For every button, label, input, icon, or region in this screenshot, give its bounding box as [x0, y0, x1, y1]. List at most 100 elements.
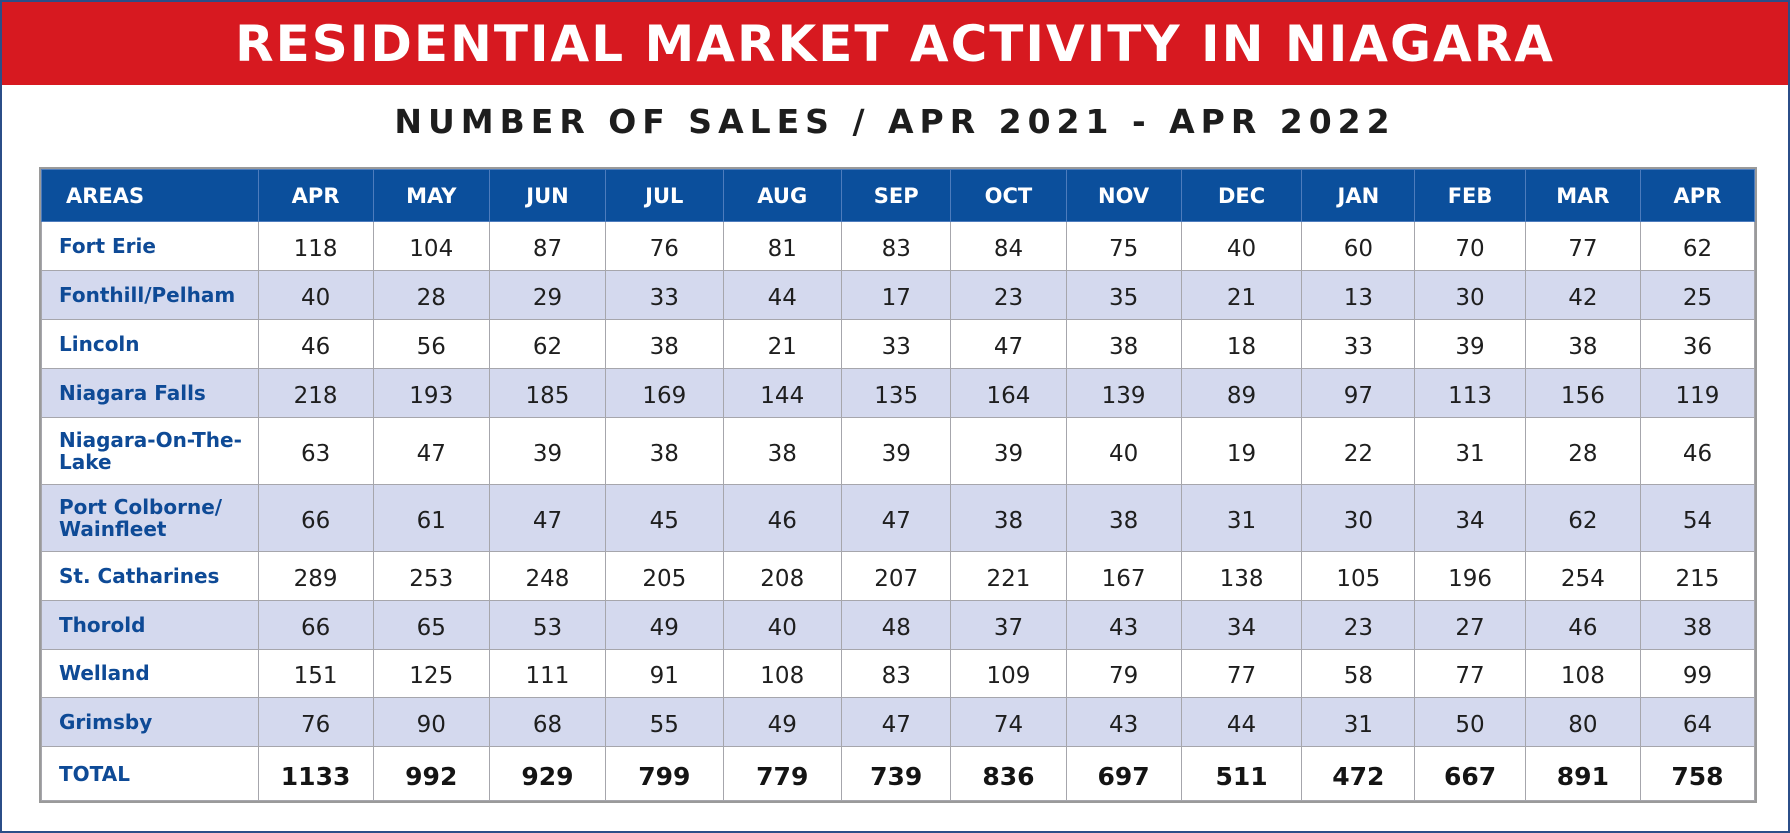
area-label: Port Colborne/ Wainfleet	[41, 483, 259, 552]
sales-value-cell: 38	[722, 416, 843, 485]
sales-value-cell: 511	[1180, 746, 1303, 801]
sales-value-cell: 46	[1639, 416, 1756, 485]
sales-value-cell: 39	[488, 416, 607, 485]
sales-value-cell: 99	[1639, 648, 1756, 699]
sales-value-cell: 992	[372, 746, 490, 801]
sales-value-cell: 62	[1639, 221, 1756, 271]
sales-value-cell: 53	[488, 599, 607, 650]
sales-value-cell: 89	[1180, 367, 1303, 418]
sales-value-cell: 62	[488, 318, 607, 369]
column-header-sep-5: SEP	[841, 169, 952, 222]
column-header-apr-12: APR	[1639, 169, 1756, 222]
sales-value-cell: 19	[1180, 416, 1303, 485]
sales-value-cell: 167	[1065, 550, 1182, 601]
sales-value-cell: 46	[1524, 599, 1641, 650]
sales-value-cell: 108	[1524, 648, 1641, 699]
sales-value-cell: 111	[488, 648, 607, 699]
sales-value-cell: 34	[1414, 483, 1526, 552]
sales-value-cell: 27	[1414, 599, 1526, 650]
sales-value-cell: 48	[841, 599, 952, 650]
sales-value-cell: 63	[257, 416, 374, 485]
sales-value-cell: 253	[372, 550, 490, 601]
sales-value-cell: 54	[1639, 483, 1756, 552]
sales-value-cell: 62	[1524, 483, 1641, 552]
sales-value-cell: 64	[1639, 697, 1756, 748]
sales-value-cell: 144	[722, 367, 843, 418]
area-label: TOTAL	[41, 746, 259, 801]
sales-value-cell: 125	[372, 648, 490, 699]
area-label: Welland	[41, 648, 259, 699]
sales-value-cell: 667	[1414, 746, 1526, 801]
sales-value-cell: 75	[1065, 221, 1182, 271]
area-label: Grimsby	[41, 697, 259, 748]
sales-value-cell: 58	[1301, 648, 1416, 699]
sales-value-cell: 77	[1414, 648, 1526, 699]
sales-value-cell: 84	[950, 221, 1067, 271]
sales-value-cell: 34	[1180, 599, 1303, 650]
sales-value-cell: 109	[950, 648, 1067, 699]
sales-value-cell: 61	[372, 483, 490, 552]
table-row: Welland 151 125 111 91 108 83 109 79 77 58 77 108 99	[41, 648, 1756, 699]
sales-value-cell: 43	[1065, 697, 1182, 748]
sales-value-cell: 38	[950, 483, 1067, 552]
column-header-dec-8: DEC	[1180, 169, 1303, 222]
sales-value-cell: 205	[605, 550, 724, 601]
sales-value-cell: 31	[1301, 697, 1416, 748]
sales-value-cell: 56	[372, 318, 490, 369]
column-header-aug-4: AUG	[722, 169, 843, 222]
sales-value-cell: 151	[257, 648, 374, 699]
table-header-row: AREAS APR MAY JUN JUL AUG SEP OCT NOV DEC JAN FEB M…	[41, 169, 1756, 222]
sales-value-cell: 79	[1065, 648, 1182, 699]
table-row: Fort Erie 118 104 87 76 81 83 84 75 40 60 70 77 62	[41, 221, 1756, 271]
sales-value-cell: 38	[1065, 318, 1182, 369]
sales-value-cell: 66	[257, 483, 374, 552]
sales-value-cell: 87	[488, 221, 607, 271]
sales-value-cell: 207	[841, 550, 952, 601]
sales-value-cell: 169	[605, 367, 724, 418]
sales-value-cell: 289	[257, 550, 374, 601]
sales-value-cell: 47	[372, 416, 490, 485]
sales-value-cell: 40	[1180, 221, 1303, 271]
area-label: Niagara-On-The-Lake	[41, 416, 259, 485]
sales-value-cell: 254	[1524, 550, 1641, 601]
sales-value-cell: 18	[1180, 318, 1303, 369]
sales-table: AREAS APR MAY JUN JUL AUG SEP OCT NOV DEC JAN FEB M…	[41, 169, 1756, 801]
sales-value-cell: 42	[1524, 269, 1641, 320]
sales-value-cell: 23	[950, 269, 1067, 320]
sales-value-cell: 113	[1414, 367, 1526, 418]
sales-value-cell: 44	[722, 269, 843, 320]
sales-value-cell: 21	[1180, 269, 1303, 320]
sales-value-cell: 33	[605, 269, 724, 320]
sales-value-cell: 40	[1065, 416, 1182, 485]
table-row: St. Catharines 289 253 248 205 208 207 221 167 13…	[41, 550, 1756, 601]
sales-value-cell: 33	[1301, 318, 1416, 369]
sales-value-cell: 22	[1301, 416, 1416, 485]
sales-value-cell: 30	[1414, 269, 1526, 320]
sales-value-cell: 248	[488, 550, 607, 601]
sales-value-cell: 44	[1180, 697, 1303, 748]
sales-value-cell: 49	[722, 697, 843, 748]
sales-value-cell: 836	[950, 746, 1067, 801]
sales-value-cell: 185	[488, 367, 607, 418]
table-body: Fort Erie 118 104 87 76 81 83 84 75 40 60 70 77 62 Fon…	[41, 221, 1756, 801]
sales-value-cell: 119	[1639, 367, 1756, 418]
sales-value-cell: 30	[1301, 483, 1416, 552]
sales-value-cell: 39	[841, 416, 952, 485]
sales-value-cell: 77	[1524, 221, 1641, 271]
column-header-areas: AREAS	[41, 169, 259, 222]
sales-value-cell: 47	[841, 697, 952, 748]
sales-value-cell: 38	[1524, 318, 1641, 369]
sales-value-cell: 156	[1524, 367, 1641, 418]
sales-value-cell: 28	[1524, 416, 1641, 485]
sales-value-cell: 472	[1301, 746, 1416, 801]
sales-value-cell: 38	[1639, 599, 1756, 650]
sales-value-cell: 891	[1524, 746, 1641, 801]
sales-value-cell: 70	[1414, 221, 1526, 271]
sales-value-cell: 38	[605, 318, 724, 369]
table-row: Lincoln 46 56 62 38 21 33 47 38 18 33 39 38 36	[41, 318, 1756, 369]
sales-value-cell: 104	[372, 221, 490, 271]
sales-value-cell: 47	[950, 318, 1067, 369]
sales-value-cell: 39	[950, 416, 1067, 485]
table-row: Grimsby 76 90 68 55 49 47 74 43 44 31 50 80 64	[41, 697, 1756, 748]
area-label: St. Catharines	[41, 550, 259, 601]
